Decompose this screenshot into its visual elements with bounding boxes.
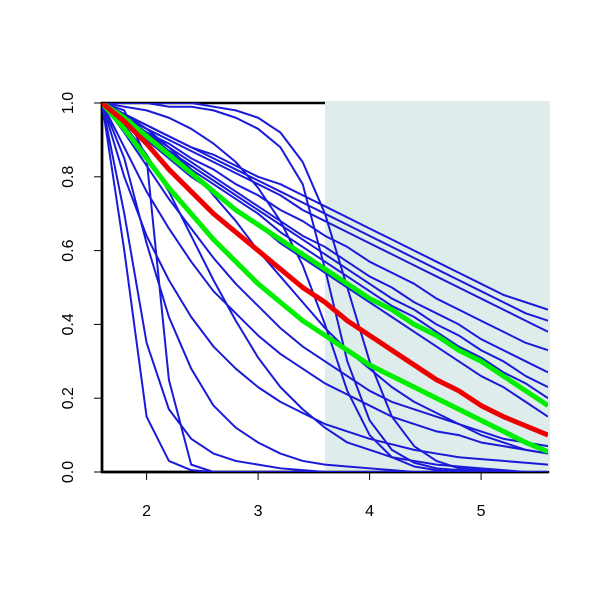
curve: [102, 103, 548, 408]
curve: [102, 103, 548, 472]
y-tick-label: 1.0: [60, 92, 77, 114]
curve: [102, 103, 548, 472]
curve: [102, 103, 548, 455]
series-group: [102, 103, 548, 472]
curve: [102, 103, 548, 472]
curve: [102, 103, 548, 472]
curve: [102, 103, 548, 374]
x-tick-label: 3: [254, 503, 263, 520]
curve: [102, 103, 548, 352]
x-tick-label: 5: [477, 503, 486, 520]
curve: [102, 103, 548, 466]
curve: [102, 103, 548, 455]
curve: [102, 103, 548, 472]
curve: [102, 103, 548, 333]
curve: [102, 103, 548, 400]
y-tick-label: 0.6: [60, 239, 77, 261]
curve: [102, 103, 548, 448]
curve: [102, 103, 548, 455]
curve: [102, 103, 548, 438]
y-tick-label: 0.4: [60, 313, 77, 335]
y-tick-label: 0.8: [60, 166, 77, 188]
curve: [102, 103, 548, 472]
x-tick-label: 2: [142, 503, 151, 520]
curve: [102, 103, 548, 472]
y-tick-label: 0.0: [60, 461, 77, 483]
x-tick-label: 4: [365, 503, 374, 520]
y-tick-label: 0.2: [60, 387, 77, 409]
